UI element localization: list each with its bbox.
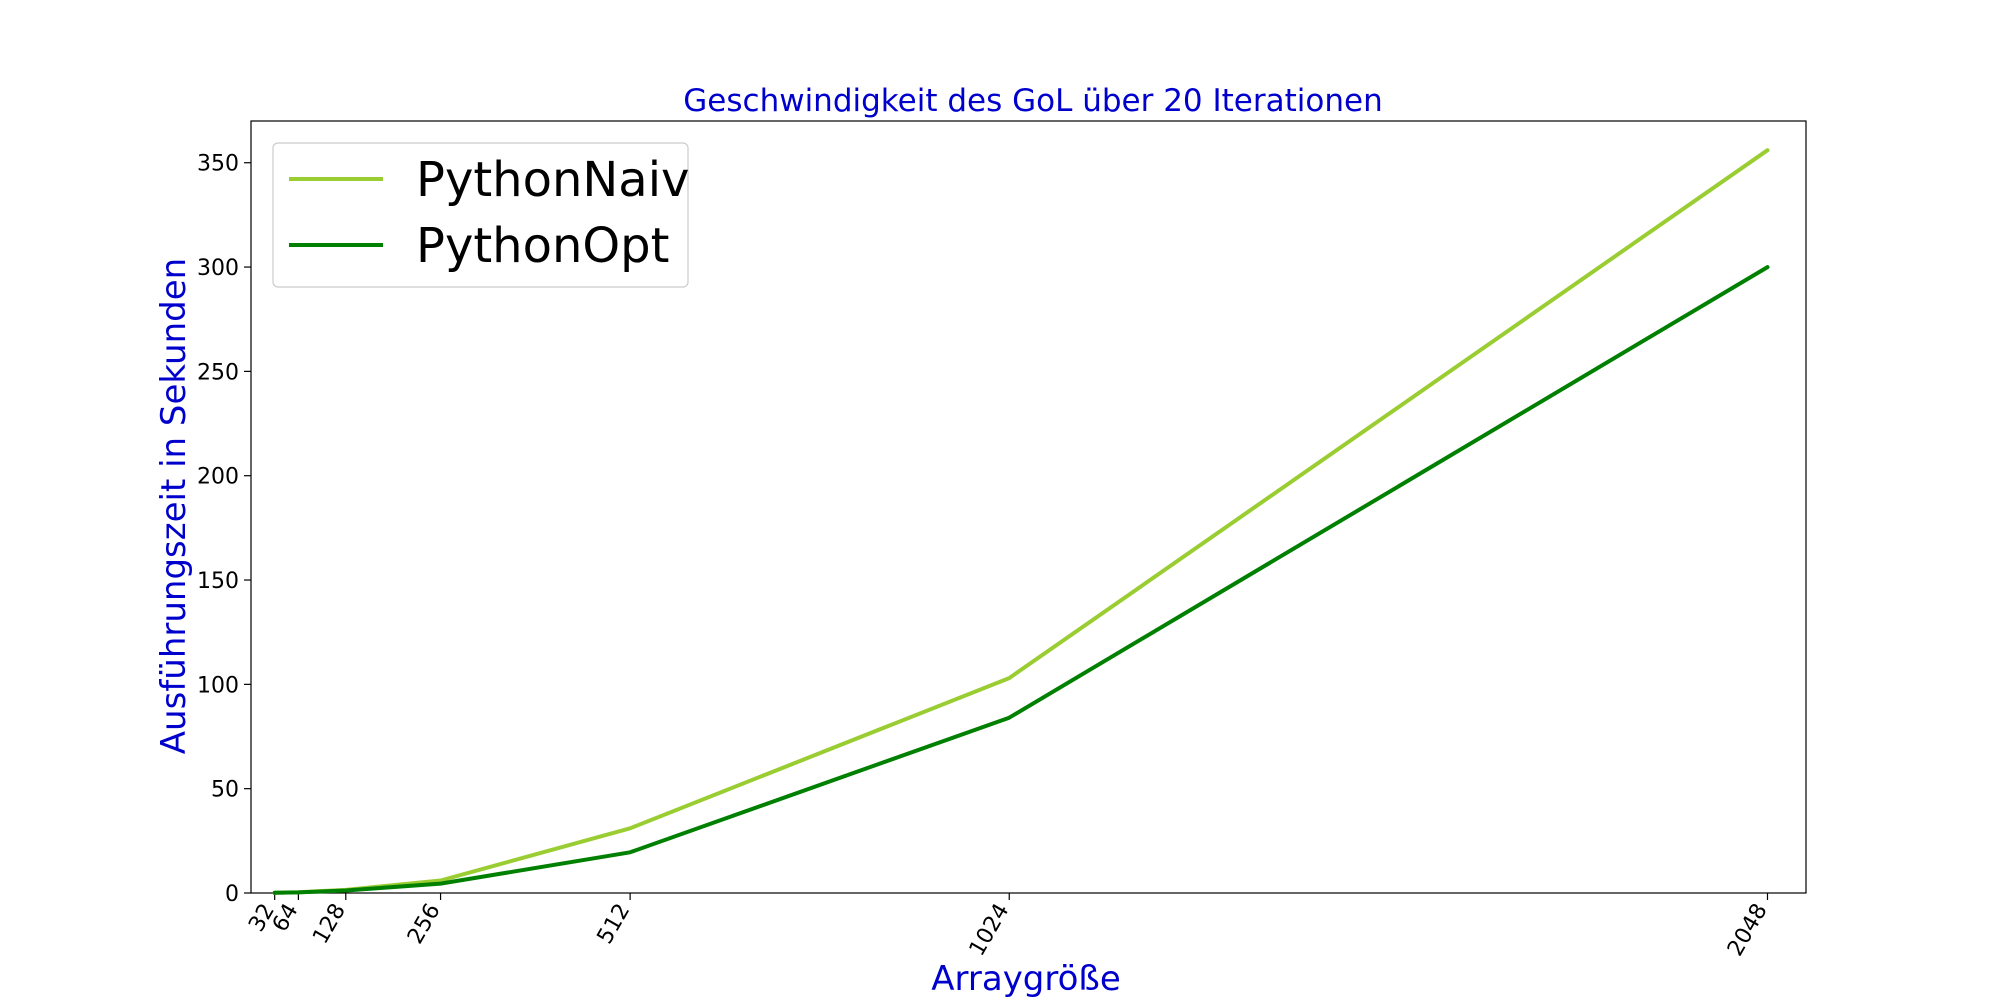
legend-label: PythonNaiv [416, 152, 689, 208]
y-tick-label: 350 [197, 152, 239, 177]
y-tick-label: 200 [197, 465, 239, 490]
y-tick-label: 250 [197, 360, 239, 385]
x-tick-label: 512 [593, 900, 636, 949]
y-tick-label: 150 [197, 569, 239, 594]
x-axis-label: Arraygröße [931, 959, 1121, 999]
plot-frame [250, 120, 1807, 894]
y-axis-label: Ausführungszeit in Sekunden [154, 258, 194, 754]
legend: PythonNaiv PythonOpt [272, 142, 689, 288]
x-tick-label: 64 [268, 900, 304, 937]
x-tick-label: 1024 [965, 899, 1015, 960]
x-tick-label: 2048 [1723, 900, 1773, 961]
y-tick-label: 100 [197, 673, 239, 698]
y-tick-label: 50 [211, 778, 239, 803]
y-tick-label: 300 [197, 256, 239, 281]
x-tick-label: 128 [308, 900, 351, 949]
legend-label: PythonOpt [416, 218, 669, 274]
x-tick-label: 256 [403, 900, 446, 949]
chart-title: Geschwindigkeit des GoL über 20 Iteratio… [683, 83, 1382, 119]
y-tick-label: 0 [225, 882, 239, 907]
series-line-pythonopt [272, 265, 1770, 895]
